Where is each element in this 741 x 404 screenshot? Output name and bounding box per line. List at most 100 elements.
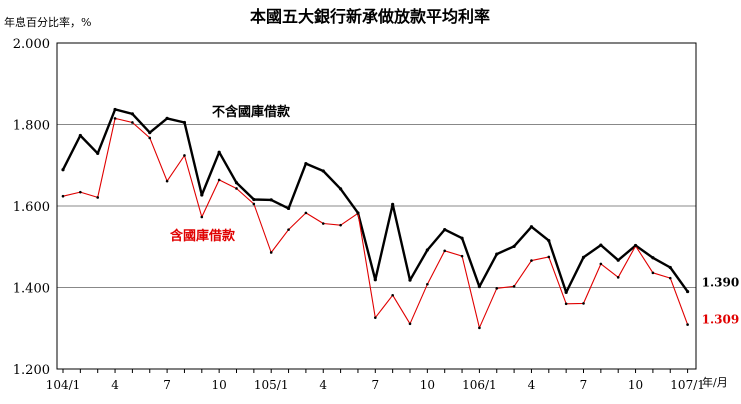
data-point [634,244,637,248]
data-point [668,276,672,280]
data-point [148,136,152,140]
data-point [495,252,499,256]
data-point [96,151,100,156]
x-tick-label: 7 [163,378,171,392]
data-point [408,278,412,282]
data-point [183,154,186,157]
data-point [530,259,533,262]
data-point [217,150,221,154]
data-point [61,194,65,198]
data-point [165,179,169,183]
plot-frame [56,42,697,370]
data-point [460,254,464,258]
data-point [165,116,169,120]
end-value-label: 1.309 [702,313,740,327]
data-point [686,323,689,326]
x-tick-label: 4 [111,378,119,392]
data-point [547,255,551,259]
series-name-label: 不含國庫借款 [212,104,291,120]
data-point [460,236,464,240]
y-tick-label: 1.600 [13,200,50,215]
data-point [599,243,603,247]
data-point [616,276,620,279]
data-point [599,262,603,266]
data-point [234,181,239,185]
data-point [321,222,325,225]
x-tick-label: 107/1 [670,378,705,392]
data-point [269,198,273,202]
data-point [200,215,204,219]
data-point [391,202,395,206]
x-tick-label: 10 [212,378,227,392]
data-point [287,228,290,231]
data-point [79,190,82,194]
data-point [564,290,568,294]
data-point [96,196,99,199]
data-point [304,211,308,215]
data-point [582,302,585,305]
x-tick-label: 7 [371,378,379,392]
x-tick-label: 10 [628,378,643,392]
x-tick-label: 7 [580,378,588,392]
y-tick-label: 1.800 [13,119,50,134]
data-point [61,168,65,172]
x-tick-label: 105/1 [254,378,289,392]
y-tick-label: 2.000 [13,37,50,52]
data-point [495,287,499,290]
data-point [252,202,256,206]
data-point [477,285,481,289]
data-point [252,197,256,202]
data-point [182,120,187,125]
data-point [148,131,152,135]
axis-layer [56,42,697,373]
data-point [391,293,394,297]
data-point [374,316,377,319]
data-point [512,244,516,248]
data-point [686,289,690,294]
data-point [443,228,447,232]
x-tick-label: 104/1 [46,378,81,392]
data-point [113,117,117,120]
data-point [321,169,325,173]
data-point [131,121,134,124]
data-point [339,187,343,191]
end-value-label: 1.390 [702,276,740,290]
data-point [269,251,273,254]
data-point [130,112,134,116]
data-point [581,255,586,259]
data-point [616,258,620,262]
data-point [356,212,360,215]
data-point [373,278,377,282]
data-point [425,248,429,252]
x-tick-label: 4 [319,378,327,392]
data-point [113,107,117,112]
data-point [547,239,551,243]
x-tick-label: 4 [528,378,536,392]
chart-title: 本國五大銀行新承做放款平均利率 [250,7,490,26]
x-axis-label: 年/月 [702,375,728,389]
y-tick-label: 1.200 [13,363,50,378]
data-point [408,322,412,326]
label-layer: 1.200 1.400 1.600 1.800 2.000 104/1 4 7 10 105/1 4… [13,37,739,392]
series-name-label: 含國庫借款 [169,228,236,244]
y-tick-label: 1.400 [13,282,50,297]
data-point [512,284,516,288]
series-line-2 [62,117,689,329]
data-point [651,256,655,260]
data-point [529,225,534,229]
x-tick-label: 10 [420,378,435,392]
data-point [651,271,655,275]
data-point [478,326,481,330]
series-line-1 [61,108,689,294]
series-layer [61,107,690,330]
grid-layer [57,124,696,288]
data-point [235,187,238,190]
data-point [426,282,429,286]
data-point [286,206,291,211]
data-point [339,223,342,227]
data-point [443,249,447,253]
x-tick-label: 106/1 [462,378,497,392]
data-point [564,302,568,306]
